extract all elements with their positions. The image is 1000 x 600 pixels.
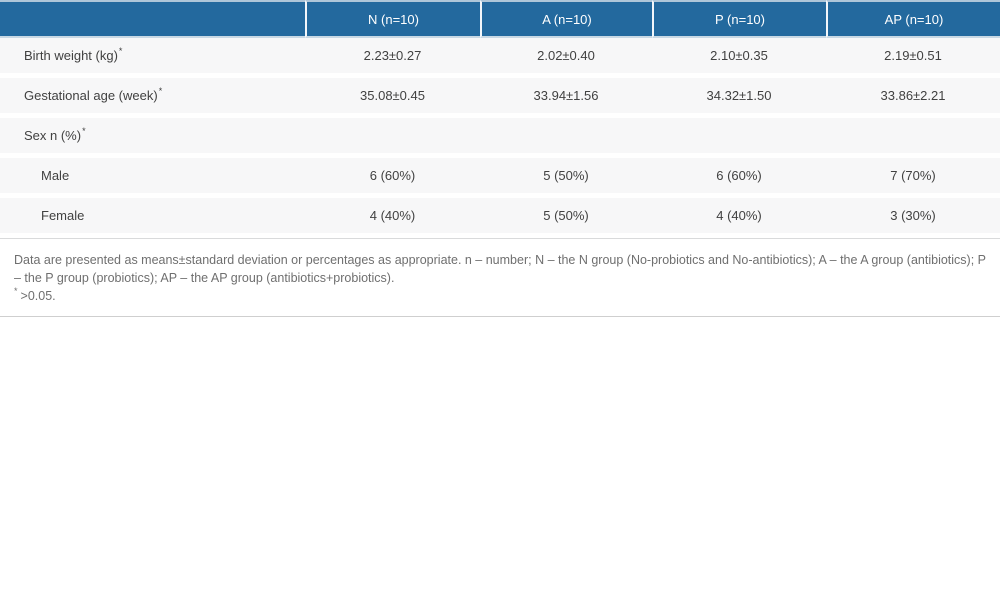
footnote-description: Data are presented as means±standard dev… — [14, 253, 986, 285]
row-label-asterisk: * — [82, 125, 86, 136]
cell-value-n: 2.23±0.27 — [305, 38, 480, 78]
table-body: Birth weight (kg)* 2.23±0.27 2.02±0.40 2… — [0, 38, 1000, 238]
row-label: Sex n (%) — [24, 128, 82, 143]
cell-value-ap — [826, 118, 1000, 158]
header-col-ap: AP (n=10) — [826, 0, 1000, 38]
cell-value-p: 34.32±1.50 — [652, 78, 826, 118]
footnote-significance-text: >0.05. — [20, 289, 56, 303]
footnote-significance: * >0.05. — [14, 285, 986, 305]
row-label: Female — [41, 208, 85, 223]
cell-value-p — [652, 118, 826, 158]
cell-value-ap: 33.86±2.21 — [826, 78, 1000, 118]
table-row: Female 4 (40%) 5 (50%) 4 (40%) 3 (30%) — [0, 198, 1000, 238]
header-col-a: A (n=10) — [480, 0, 652, 38]
header-empty-cell — [0, 0, 305, 38]
row-label-cell: Gestational age (week)* — [0, 78, 305, 118]
cell-value-ap: 2.19±0.51 — [826, 38, 1000, 78]
demographics-table: N (n=10) A (n=10) P (n=10) AP (n=10) Bir… — [0, 0, 1000, 238]
cell-value-n: 6 (60%) — [305, 158, 480, 198]
cell-value-p: 2.10±0.35 — [652, 38, 826, 78]
row-label-asterisk: * — [118, 45, 123, 56]
row-label: Birth weight (kg) — [24, 48, 118, 63]
row-label-cell: Sex n (%)* — [0, 118, 305, 158]
table-row: Birth weight (kg)* 2.23±0.27 2.02±0.40 2… — [0, 38, 1000, 78]
row-label-asterisk: * — [158, 85, 163, 96]
cell-value-p: 6 (60%) — [652, 158, 826, 198]
cell-value-p: 4 (40%) — [652, 198, 826, 238]
cell-value-ap: 7 (70%) — [826, 158, 1000, 198]
header-col-n: N (n=10) — [305, 0, 480, 38]
cell-value-a: 5 (50%) — [480, 198, 652, 238]
cell-value-n: 4 (40%) — [305, 198, 480, 238]
cell-value-a: 33.94±1.56 — [480, 78, 652, 118]
cell-value-a — [480, 118, 652, 158]
header-col-p: P (n=10) — [652, 0, 826, 38]
cell-value-a: 2.02±0.40 — [480, 38, 652, 78]
table-row: Male 6 (60%) 5 (50%) 6 (60%) 7 (70%) — [0, 158, 1000, 198]
asterisk-marker: * — [14, 285, 18, 296]
row-label-cell: Birth weight (kg)* — [0, 38, 305, 78]
row-label: Male — [41, 168, 70, 183]
cell-value-ap: 3 (30%) — [826, 198, 1000, 238]
table-row: Sex n (%)* — [0, 118, 1000, 158]
row-label-cell: Female — [0, 198, 305, 238]
row-label: Gestational age (week) — [24, 88, 158, 103]
header-row: N (n=10) A (n=10) P (n=10) AP (n=10) — [0, 0, 1000, 38]
row-label-cell: Male — [0, 158, 305, 198]
table-footnote: Data are presented as means±standard dev… — [0, 238, 1000, 317]
cell-value-n: 35.08±0.45 — [305, 78, 480, 118]
cell-value-a: 5 (50%) — [480, 158, 652, 198]
table-row: Gestational age (week)* 35.08±0.45 33.94… — [0, 78, 1000, 118]
cell-value-n — [305, 118, 480, 158]
